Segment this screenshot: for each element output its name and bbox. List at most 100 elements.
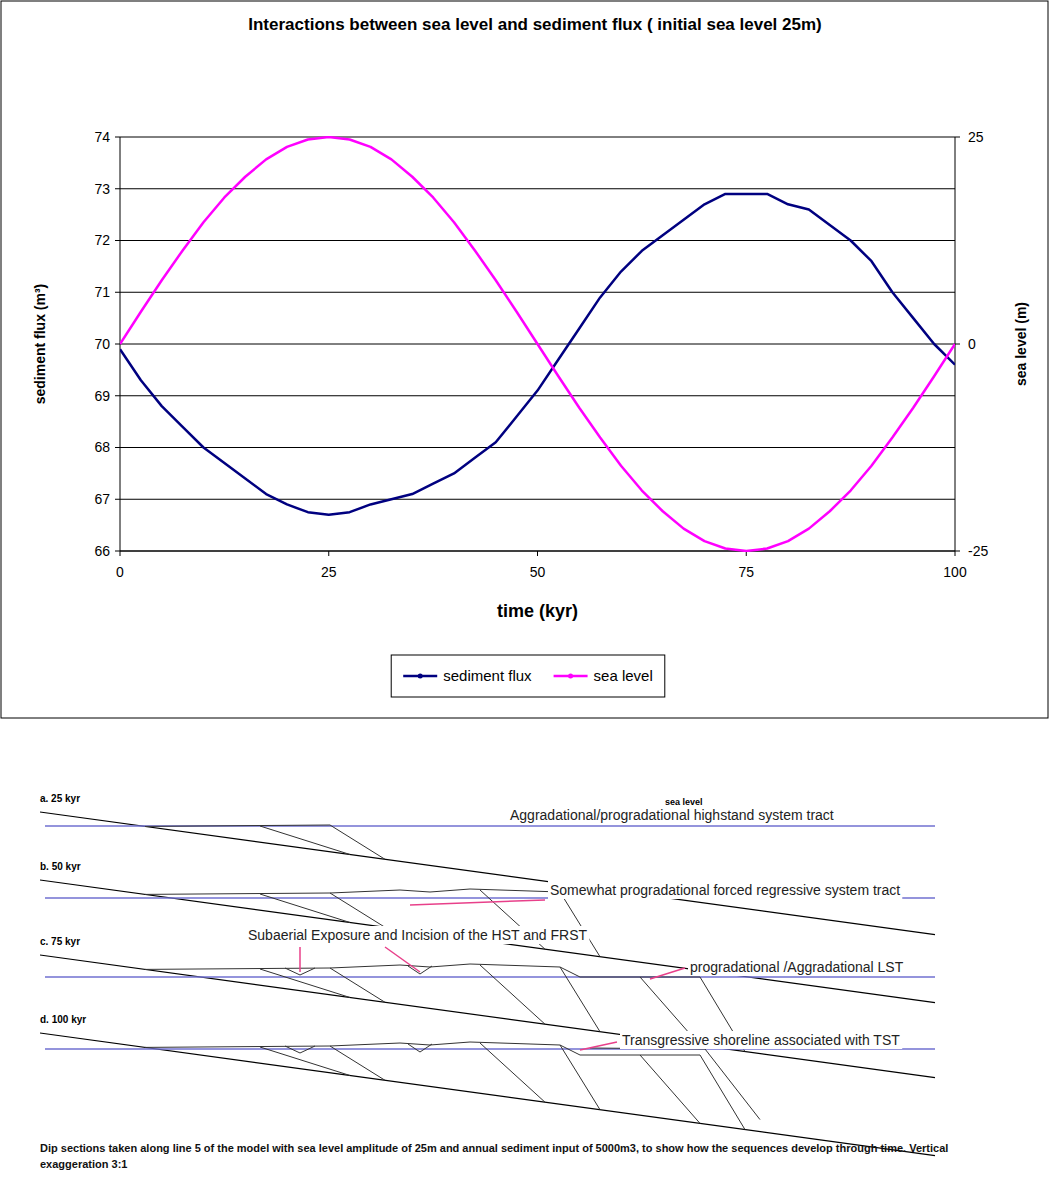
text-line: Interactions between sea level and sedim… [248,15,822,34]
frst-clinoform [480,1043,545,1102]
label-background [246,926,589,944]
grid-line [120,551,955,552]
section-label: b. 50 kyr [40,861,81,872]
incision [285,1046,315,1053]
series-line [120,137,955,551]
plot-data [120,137,955,551]
y-tick-label: 72 [94,232,110,248]
y-tick-label: 71 [94,284,110,300]
y2-tick-label: -25 [968,543,988,559]
leader-line [650,968,685,979]
y-tick-label: 74 [94,129,110,145]
lst-clinoform [640,1055,700,1123]
y2-axis-title: sea level (m) [1013,302,1029,386]
basin-surface [40,1033,935,1156]
x-tick [537,551,538,556]
grid-line [120,292,955,293]
section-label: c. 75 kyr [40,936,80,947]
y-tick [115,395,120,396]
label-background [548,881,902,899]
label-background [620,1031,902,1049]
y-tick [115,499,120,500]
y-tick [115,240,120,241]
y-tick [115,551,120,552]
lst-wedge [560,1045,745,1130]
series-line [120,194,955,515]
grid-line [120,499,955,500]
annotation: Transgressive shoreline associated with … [622,1032,900,1048]
hst-clinoform [260,969,350,998]
grid [115,137,960,556]
tst-shoreline [590,1048,760,1120]
hst-clinoform [260,1047,350,1076]
label-background [688,958,906,976]
y-tick-label: 67 [94,491,110,507]
basin-surface [40,955,935,1078]
basin-surface [40,880,935,1003]
incision [408,966,432,974]
basin-surface [40,812,935,935]
hst-wedge [145,893,385,927]
leader-line [385,947,420,972]
y-tick-label: 69 [94,388,110,404]
caption: Dip sections taken along line 5 of the m… [40,1142,948,1170]
sea-level-label: sea level [665,797,703,807]
frst-clinoform [480,965,545,1024]
figure: Interactions between sea level and sedim… [0,0,1050,1187]
x-axis [120,551,955,552]
text-line: Dip sections taken along line 5 of the m… [40,1142,948,1154]
annotation: progradational /Aggradational LST [690,959,904,975]
frst-wedge [330,1042,600,1110]
hst-clinoform [260,826,350,855]
y-tick [115,292,120,293]
x-axis-title: time (kyr) [497,601,578,621]
leader-line [299,947,301,972]
sea-level-line [45,976,935,977]
x-tick [955,551,956,556]
y2-tick [955,551,960,552]
grid-line [120,395,955,396]
hst-wedge [145,825,385,859]
leader-line [580,1042,617,1050]
incision [408,1044,432,1052]
label-background [508,806,836,824]
x-tick-label: 75 [738,564,754,580]
grid-line [120,137,955,138]
section-label: d. 100 kyr [40,1014,86,1025]
x-tick-label: 25 [321,564,337,580]
x-tick-label: 50 [530,564,546,580]
y-tick-label: 68 [94,439,110,455]
y-tick [115,344,120,345]
legend: sediment flux sea level [391,655,665,697]
y-tick [115,447,120,448]
hst-wedge [145,968,385,1002]
annotation: Subaerial Exposure and Incision of the H… [248,927,587,943]
grid-line [120,240,955,241]
leader-line [410,900,545,905]
hst-wedge [145,1046,385,1080]
legend-swatch-marker [418,674,423,679]
x-tick-label: 100 [943,564,967,580]
chart-title: Interactions between sea level and sedim… [248,15,822,34]
legend-label: sediment flux [443,667,532,684]
chart-frame [1,1,1048,718]
annotation: Somewhat progradational forced regressiv… [550,882,900,898]
annotation: Aggradational/progradational highstand s… [510,807,834,823]
y2-tick [955,137,960,138]
y-tick [115,188,120,189]
y-tick-label: 70 [94,336,110,352]
hst-clinoform [260,894,350,923]
x-tick [328,551,329,556]
legend-box [391,655,665,697]
text-line: exaggeration 3:1 [40,1158,127,1170]
grid-line [120,447,955,448]
x-tick-label: 0 [116,564,124,580]
y2-tick-label: 25 [968,129,984,145]
y-tick [115,137,120,138]
grid-line [120,188,955,189]
y-tick-label: 66 [94,543,110,559]
y-axis-title: sediment flux (m³) [32,284,48,405]
y-tick-label: 73 [94,181,110,197]
dip-sections [40,812,935,1156]
legend-label: sea level [594,667,653,684]
